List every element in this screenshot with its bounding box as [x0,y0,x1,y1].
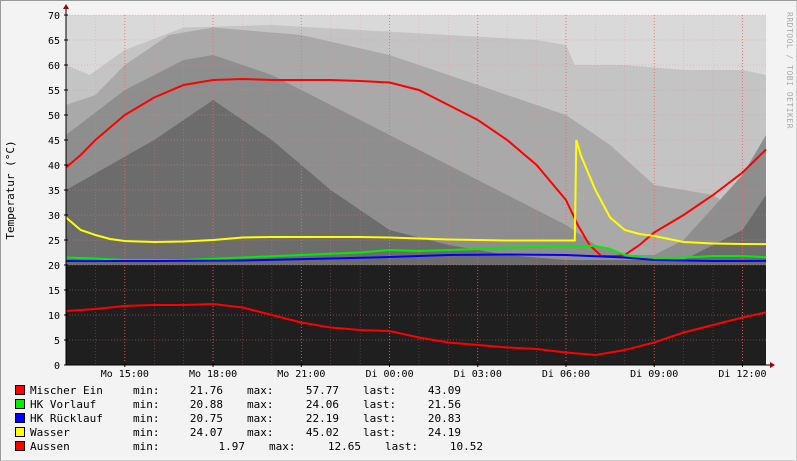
y-tick-label: 10 [48,311,60,322]
legend-last-value: 24.19 [427,426,461,439]
legend-max-value: 22.19 [305,412,339,425]
y-tick-label: 20 [48,261,60,272]
legend-max-value: 45.02 [305,426,339,439]
series-line-mischer-ein [65,77,767,257]
legend-min-value: 20.75 [189,412,223,425]
y-tick-label: 65 [48,36,60,47]
legend-last-label: last: [363,426,397,439]
y-tick-label: 70 [48,11,60,22]
x-tick-label: Di 03:00 [454,369,502,380]
legend-swatch [15,399,25,409]
legend-swatch [15,427,25,437]
y-tick-label: 45 [48,136,60,147]
y-tick-label: 40 [48,161,60,172]
legend-last-value: 21.56 [427,398,461,411]
series-line-hk-vorlauf [65,245,767,261]
x-tick-label: Di 06:00 [542,369,590,380]
legend-item-aussen: Aussen min: 1.97 max: 12.65 last: 10.52 [15,440,507,454]
rrdtool-watermark: RRDTOOL / TOBI OETIKER [785,12,794,129]
legend-last-label: last: [363,398,397,411]
legend-last-label: last: [363,412,397,425]
y-tick-label: 15 [48,286,60,297]
legend-last-value: 43.09 [427,384,461,397]
legend-item-wasser: Wasser min: 24.07 max: 45.02 last: 24.19 [15,426,485,440]
legend-max-label: max: [247,384,274,397]
legend-max-label: max: [269,440,296,453]
legend-min-value: 21.76 [189,384,223,397]
legend-swatch [15,413,25,423]
legend-min-value: 20.88 [189,398,223,411]
legend-min-label: min: [133,384,160,397]
y-tick-label: 5 [54,336,60,347]
legend-max-label: max: [247,412,274,425]
legend-max-value: 57.77 [305,384,339,397]
legend-min-label: min: [133,412,160,425]
y-tick-label: 50 [48,111,60,122]
series-line-aussen [65,302,767,357]
chart-axes [63,4,775,368]
x-tick-label: Mo 18:00 [189,369,237,380]
legend-max-label: max: [247,398,274,411]
legend-swatch [15,385,25,395]
x-tick-label: Mo 15:00 [101,369,149,380]
legend-item-mischer-ein: Mischer Ein min: 21.76 max: 57.77 last: 43.09 [15,384,485,398]
y-tick-label: 55 [48,86,60,97]
legend-max-label: max: [247,426,274,439]
legend-series-name: HK Vorlauf [30,398,97,411]
legend-last-value: 10.52 [449,440,483,453]
x-tick-label: Di 00:00 [365,369,413,380]
legend-swatch [15,441,25,451]
y-tick-label: 35 [48,186,60,197]
legend-series-name: HK Rücklauf [30,412,103,425]
legend-max-value: 24.06 [305,398,339,411]
legend-min-label: min: [133,440,160,453]
legend-min-value: 1.97 [218,440,246,453]
series-line-wasser [65,139,767,246]
legend-max-value: 12.65 [327,440,361,453]
y-tick-label: 0 [54,361,60,372]
chart-series [65,77,767,357]
legend-item-hk-vorlauf: HK Vorlauf min: 20.88 max: 24.06 last: 21.56 [15,398,485,412]
legend-min-value: 24.07 [189,426,223,439]
legend-last-value: 20.83 [427,412,461,425]
x-tick-label: Mo 21:00 [277,369,325,380]
series-line-hk-r-cklauf [66,253,767,262]
background-band-4 [66,100,766,265]
legend-series-name: Wasser [30,426,70,439]
legend-series-name: Mischer Ein [30,384,103,397]
legend-series-name: Aussen [30,440,70,453]
x-tick-label: Di 09:00 [630,369,678,380]
x-axis-arrow-icon [770,362,775,368]
legend-last-label: last: [363,384,397,397]
y-tick-label: 30 [48,211,60,222]
legend-item-hk-r-cklauf: HK Rücklauf min: 20.75 max: 22.19 last: 20.83 [15,412,485,426]
legend-min-label: min: [133,398,160,411]
x-tick-label: Di 12:00 [718,369,766,380]
y-axis-label: Temperatur (°C) [4,140,17,239]
y-tick-label: 25 [48,236,60,247]
legend-min-label: min: [133,426,160,439]
y-tick-label: 60 [48,61,60,72]
legend-last-label: last: [385,440,419,453]
y-axis-arrow-icon [63,4,69,9]
chart-tick-labels: 0 5 10 15 20 25 30 35 40 45 50 55 60 65 70 Mo 15:00 Mo 1… [48,11,767,380]
